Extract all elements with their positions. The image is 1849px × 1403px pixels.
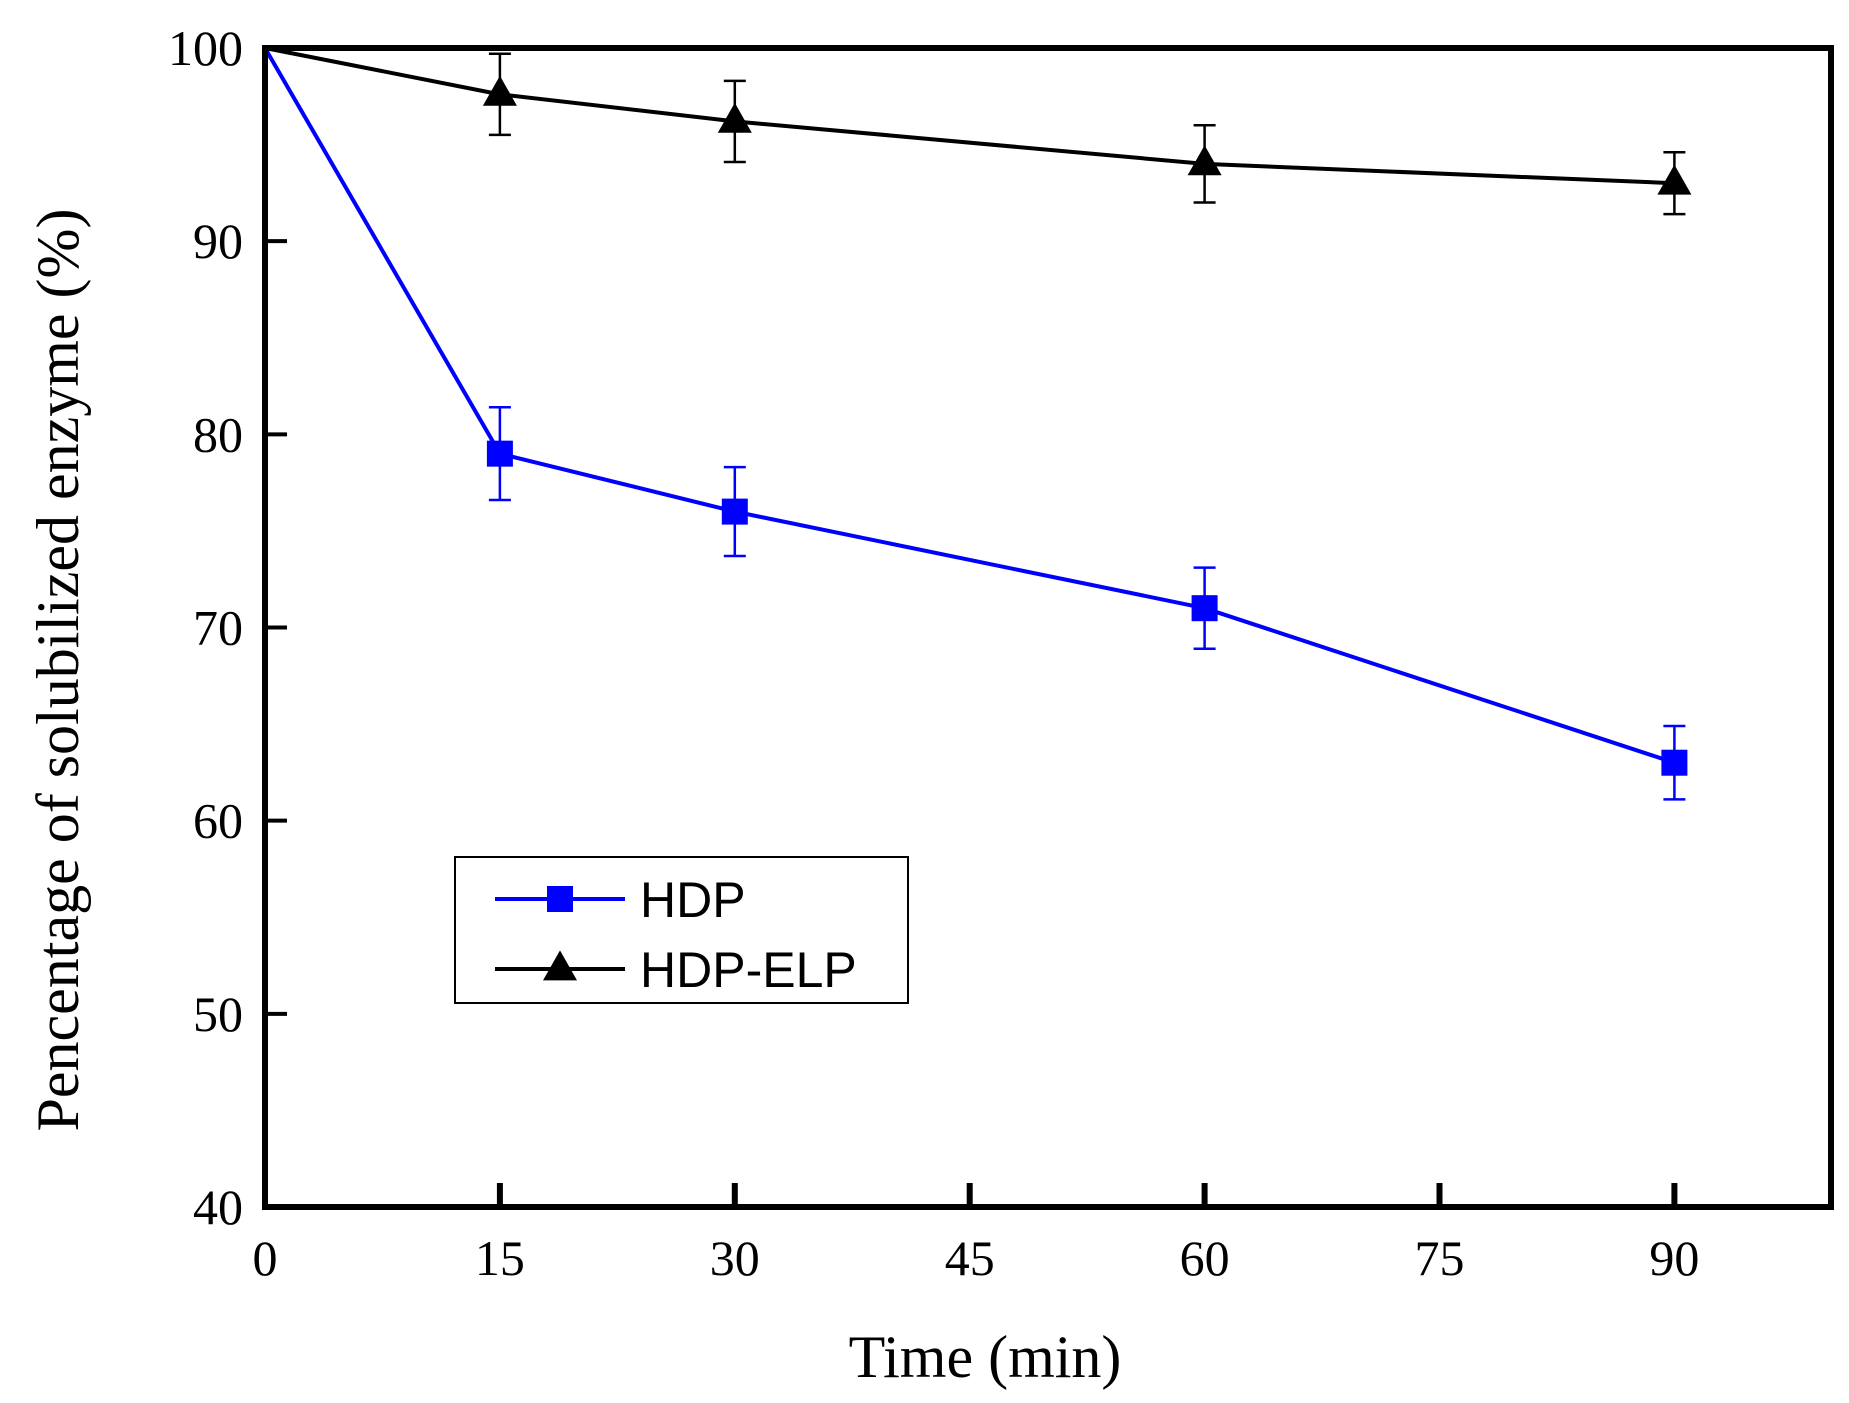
legend-item-hdp: HDP [495, 872, 746, 928]
legend-item-hdp-elp: HDP-ELP [495, 942, 857, 998]
legend: HDP HDP-ELP [454, 856, 909, 1004]
x-tick-label: 0 [253, 1230, 278, 1286]
x-tick-label: 75 [1415, 1230, 1465, 1286]
tick-layer: 0 15 30 45 60 75 90 40 50 60 70 80 90 100 [168, 20, 1699, 1286]
x-tick-label: 60 [1180, 1230, 1230, 1286]
y-tick-label: 100 [168, 20, 243, 76]
legend-box [454, 856, 909, 1004]
series-layer [263, 46, 1692, 801]
y-tick-label: 70 [193, 600, 243, 656]
data-point [1657, 164, 1692, 195]
legend-label: HDP [640, 872, 746, 928]
x-tick-label: 45 [945, 1230, 995, 1286]
axes-layer [262, 45, 1834, 1210]
data-point [717, 102, 752, 133]
x-tick-label: 15 [475, 1230, 525, 1286]
y-axis-title: Pencentage of solubilized enzyme (%) [25, 209, 91, 1132]
data-point [486, 440, 513, 467]
data-point [1661, 749, 1688, 776]
data-point [1191, 595, 1218, 622]
y-tick-label: 60 [193, 793, 243, 849]
legend-marker [543, 950, 577, 981]
series-line [264, 46, 1675, 186]
series-line [263, 46, 1676, 765]
y-tick-label: 80 [193, 406, 243, 462]
series-hdp [263, 46, 1688, 801]
legend-marker [547, 886, 573, 912]
x-axis-title: Time (min) [849, 1324, 1122, 1390]
x-tick-label: 30 [710, 1230, 760, 1286]
data-point [721, 498, 748, 525]
y-tick-label: 90 [193, 213, 243, 269]
series-hdp-elp [264, 46, 1692, 216]
data-point [482, 75, 517, 106]
y-tick-label: 50 [193, 986, 243, 1042]
y-tick-label: 40 [193, 1179, 243, 1235]
data-point [1187, 145, 1222, 176]
legend-label: HDP-ELP [640, 942, 857, 998]
plot-frame [262, 45, 1834, 1210]
x-tick-label: 90 [1649, 1230, 1699, 1286]
